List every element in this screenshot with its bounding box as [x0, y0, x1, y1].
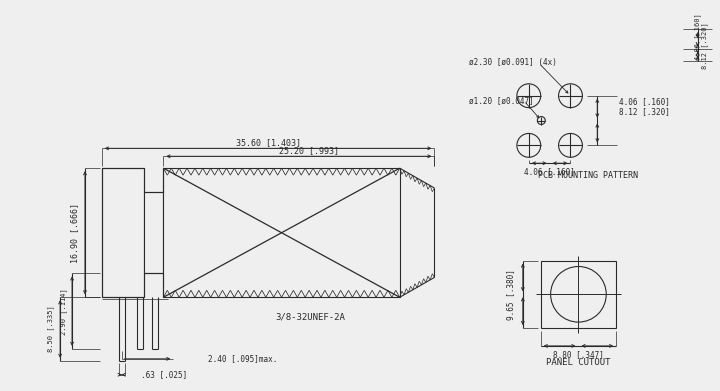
Bar — [143, 192, 163, 273]
Text: 2.40 [.095]max.: 2.40 [.095]max. — [208, 354, 277, 363]
Bar — [102, 168, 143, 297]
Text: PCB MOUNTING PATTERN: PCB MOUNTING PATTERN — [539, 170, 639, 179]
Text: 25.20 [.993]: 25.20 [.993] — [279, 146, 339, 155]
Text: 16.90 [.666]: 16.90 [.666] — [71, 203, 79, 263]
Text: 9.65 [.380]: 9.65 [.380] — [506, 269, 516, 320]
Text: 35.60 [1.403]: 35.60 [1.403] — [235, 138, 301, 147]
Text: 4.06 [.160]: 4.06 [.160] — [694, 13, 701, 59]
Text: PANEL CUTOUT: PANEL CUTOUT — [546, 358, 611, 367]
Text: 8.12 [.320]: 8.12 [.320] — [619, 107, 670, 116]
Text: .63 [.025]: .63 [.025] — [141, 370, 187, 379]
Bar — [541, 260, 616, 328]
Bar — [163, 168, 400, 297]
Text: ø2.30 [ø0.091] (4x): ø2.30 [ø0.091] (4x) — [469, 58, 557, 68]
Text: 8.80 [.347]: 8.80 [.347] — [553, 350, 604, 359]
Text: 2.90 [.114]: 2.90 [.114] — [60, 288, 68, 335]
Text: 3/8-32UNEF-2A: 3/8-32UNEF-2A — [276, 313, 346, 322]
Text: 8.12 [.320]: 8.12 [.320] — [701, 23, 708, 70]
Text: ø1.20 [ø0.047]: ø1.20 [ø0.047] — [469, 96, 534, 105]
Text: 4.06 [.160]: 4.06 [.160] — [524, 167, 575, 176]
Text: 4.06 [.160]: 4.06 [.160] — [619, 97, 670, 106]
Text: 8.50 [.335]: 8.50 [.335] — [47, 306, 53, 352]
